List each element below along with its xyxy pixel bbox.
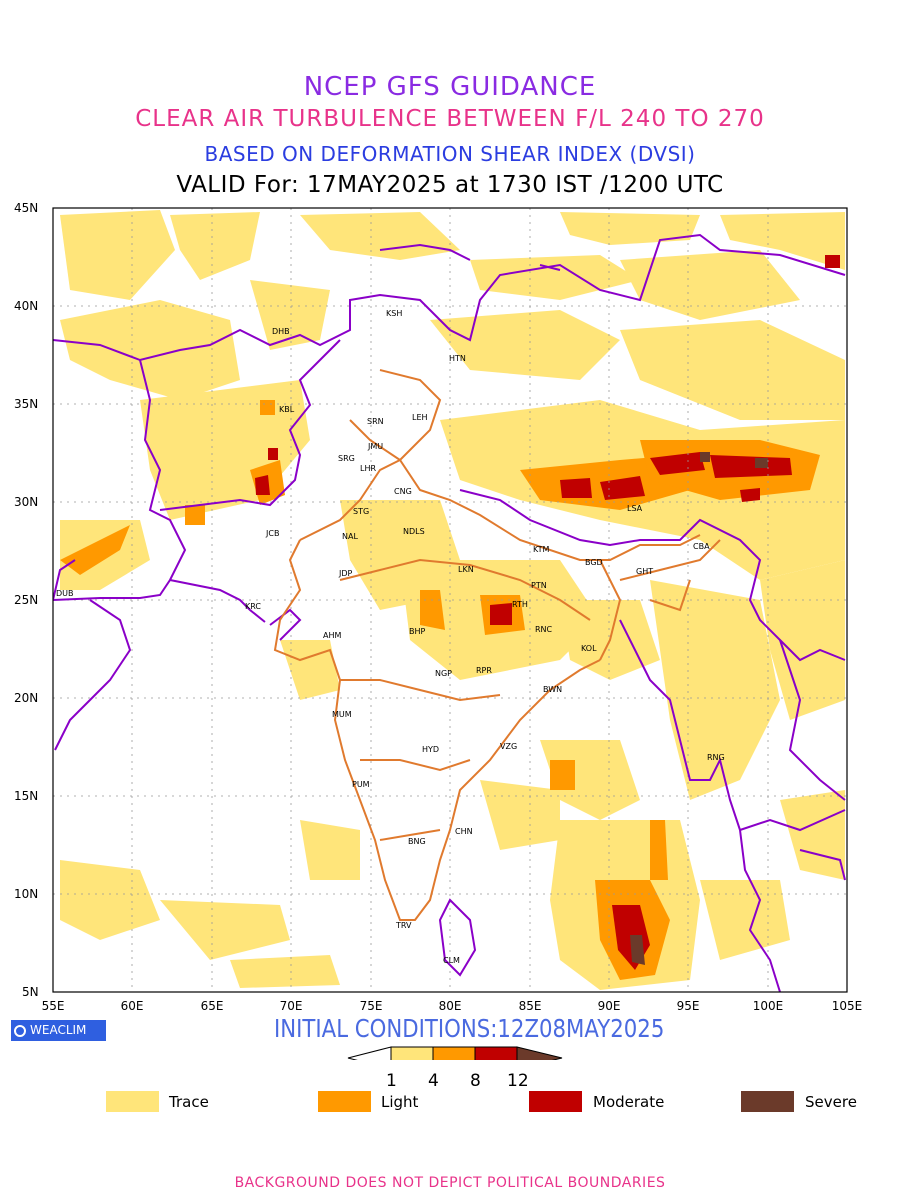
city-label: JDP bbox=[338, 569, 353, 578]
legend-label-trace: Trace bbox=[169, 1093, 209, 1111]
lon-label: 60E bbox=[121, 999, 144, 1013]
city-label: SRN bbox=[367, 417, 384, 426]
city-label: PUM bbox=[352, 780, 370, 789]
severe-areas bbox=[630, 452, 768, 965]
colorbar-tick: 8 bbox=[470, 1071, 481, 1091]
colorbar-moderate bbox=[474, 1046, 518, 1060]
valid-time: VALID For: 17MAY2025 at 1730 IST /1200 U… bbox=[176, 172, 724, 198]
city-label: NGP bbox=[435, 669, 452, 678]
weaclim-logo-text: WEACLIM bbox=[30, 1023, 87, 1037]
city-label: BNG bbox=[408, 837, 426, 846]
city-label: DHB bbox=[272, 327, 290, 336]
city-label: DUB bbox=[56, 589, 74, 598]
lon-label: 85E bbox=[519, 999, 542, 1013]
country-boundaries bbox=[53, 233, 846, 992]
city-label: RPR bbox=[476, 666, 492, 675]
city-label: VZG bbox=[500, 742, 517, 751]
colorbar-tick: 1 bbox=[386, 1071, 397, 1091]
latitude-labels: 45N 40N 35N 30N 25N 20N 15N 10N 5N bbox=[14, 201, 39, 999]
city-labels: KSH DHB HTN KBL SRN LEH JMU SRG LHR CNG … bbox=[56, 309, 725, 965]
city-label: RNC bbox=[535, 625, 553, 634]
colorbar bbox=[347, 1046, 563, 1060]
city-label: CBA bbox=[693, 542, 710, 551]
lat-label: 25N bbox=[14, 593, 38, 607]
city-label: PTN bbox=[531, 581, 547, 590]
longitude-labels: 55E 60E 65E 70E 75E 80E 85E 90E 95E 100E… bbox=[42, 999, 863, 1013]
city-label: KRC bbox=[245, 602, 261, 611]
city-label: MUM bbox=[332, 710, 352, 719]
city-label: LSA bbox=[627, 504, 643, 513]
lon-label: 100E bbox=[753, 999, 784, 1013]
state-boundaries bbox=[273, 369, 721, 921]
legend-swatch-light bbox=[318, 1091, 371, 1112]
chart-title: NCEP GFS GUIDANCE bbox=[303, 72, 597, 102]
city-label: KTM bbox=[533, 545, 550, 554]
city-label: STG bbox=[353, 507, 369, 516]
lat-label: 45N bbox=[14, 201, 38, 215]
lon-label: 65E bbox=[201, 999, 224, 1013]
lon-label: 105E bbox=[832, 999, 863, 1013]
city-label: AHM bbox=[323, 631, 341, 640]
city-label: CNG bbox=[394, 487, 412, 496]
map-gridlines bbox=[53, 208, 847, 992]
city-label: TRV bbox=[395, 921, 412, 930]
chart-subtitle-method: BASED ON DEFORMATION SHEAR INDEX (DVSI) bbox=[204, 142, 696, 166]
colorbar-light bbox=[432, 1046, 476, 1060]
city-label: NAL bbox=[342, 532, 358, 541]
disclaimer-footer: BACKGROUND DOES NOT DEPICT POLITICAL BOU… bbox=[234, 1175, 666, 1191]
lat-label: 10N bbox=[14, 887, 38, 901]
trace-areas bbox=[60, 210, 845, 990]
legend-label-light: Light bbox=[381, 1093, 419, 1111]
lon-label: 90E bbox=[598, 999, 621, 1013]
city-label: JCB bbox=[265, 529, 279, 538]
map-layers bbox=[53, 208, 847, 992]
lat-label: 15N bbox=[14, 789, 38, 803]
lon-label: 70E bbox=[280, 999, 303, 1013]
colorbar-trace bbox=[390, 1046, 434, 1060]
weaclim-logo-icon bbox=[14, 1024, 26, 1037]
colorbar-tick: 4 bbox=[428, 1071, 439, 1091]
city-label: RNG bbox=[707, 753, 725, 762]
weaclim-logo: WEACLIM bbox=[11, 1020, 106, 1041]
lat-label: 20N bbox=[14, 691, 38, 705]
lon-label: 80E bbox=[439, 999, 462, 1013]
city-label: HYD bbox=[422, 745, 439, 754]
lon-label: 95E bbox=[677, 999, 700, 1013]
turbulence-map: 45N 40N 35N 30N 25N 20N 15N 10N 5N 55E 6… bbox=[14, 201, 863, 1060]
city-label: RTH bbox=[512, 600, 528, 609]
city-label: BHP bbox=[409, 627, 426, 636]
city-label: JMU bbox=[367, 442, 383, 451]
legend-swatch-moderate bbox=[529, 1091, 582, 1112]
city-label: KSH bbox=[386, 309, 402, 318]
city-label: CLM bbox=[443, 956, 460, 965]
city-label: NDLS bbox=[403, 527, 425, 536]
colorbar-severe bbox=[516, 1046, 563, 1060]
city-label: CHN bbox=[455, 827, 473, 836]
lon-label: 55E bbox=[42, 999, 65, 1013]
legend-label-severe: Severe bbox=[805, 1093, 857, 1111]
legend-swatch-trace bbox=[106, 1091, 159, 1112]
lon-label: 75E bbox=[360, 999, 383, 1013]
city-label: SRG bbox=[338, 454, 355, 463]
lat-label: 40N bbox=[14, 299, 38, 313]
city-label: LKN bbox=[458, 565, 474, 574]
city-label: GHT bbox=[636, 567, 653, 576]
city-label: BGD bbox=[585, 558, 603, 567]
city-label: KOL bbox=[581, 644, 597, 653]
city-label: LHR bbox=[360, 464, 376, 473]
chart-subtitle-turbulence: CLEAR AIR TURBULENCE BETWEEN F/L 240 TO … bbox=[135, 106, 765, 132]
legend-label-moderate: Moderate bbox=[593, 1093, 665, 1111]
legend-swatch-severe bbox=[741, 1091, 794, 1112]
city-label: HTN bbox=[449, 354, 466, 363]
colorbar-tick: 12 bbox=[507, 1071, 529, 1091]
map-frame bbox=[52, 207, 848, 993]
lat-label: 30N bbox=[14, 495, 38, 509]
city-label: KBL bbox=[279, 405, 295, 414]
initial-conditions: INITIAL CONDITIONS:12Z08MAY2025 bbox=[274, 1014, 665, 1043]
lat-label: 35N bbox=[14, 397, 38, 411]
lat-label: 5N bbox=[22, 985, 39, 999]
city-label: BWN bbox=[543, 685, 562, 694]
city-label: LEH bbox=[412, 413, 428, 422]
